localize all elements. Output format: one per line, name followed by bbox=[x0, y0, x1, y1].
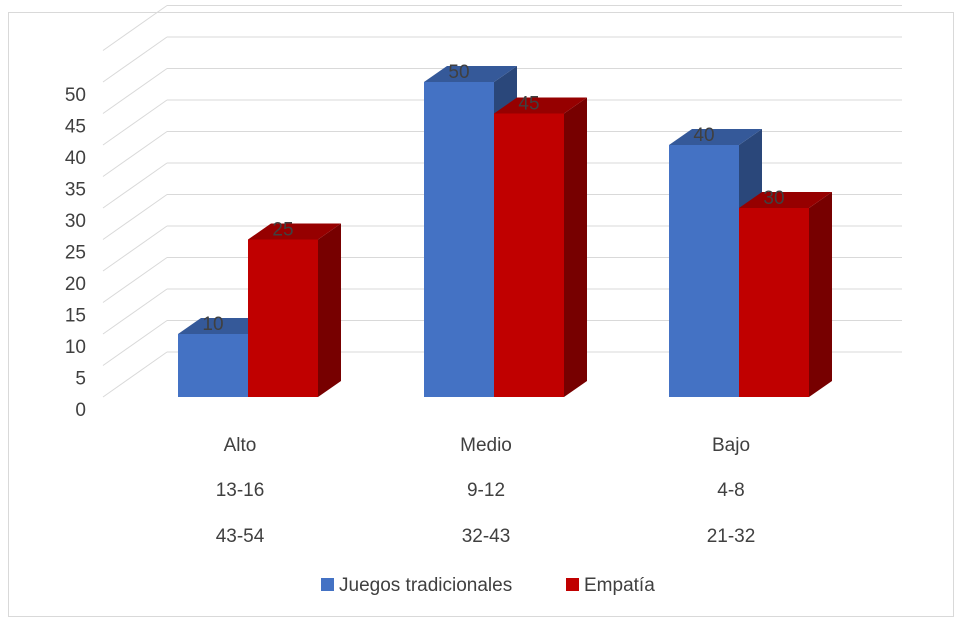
y-tick-label: 15 bbox=[65, 306, 86, 327]
category-sublabel: 4-8 bbox=[717, 480, 744, 501]
y-tick-label: 20 bbox=[65, 274, 86, 295]
y-tick-label: 35 bbox=[65, 180, 86, 201]
gridline-diagonal bbox=[102, 99, 168, 146]
data-label: 25 bbox=[272, 220, 293, 241]
bar-top bbox=[494, 97, 587, 114]
y-tick-label: 30 bbox=[65, 211, 86, 232]
gridline-diagonal bbox=[102, 68, 168, 114]
bar-top bbox=[178, 318, 271, 334]
category-label: Medio bbox=[460, 435, 512, 456]
y-tick-label: 25 bbox=[65, 243, 86, 264]
category-sublabel: 21-32 bbox=[707, 526, 756, 547]
gridline-diagonal bbox=[102, 162, 168, 209]
bar bbox=[669, 145, 739, 397]
y-tick-label: 10 bbox=[65, 337, 86, 358]
category-label: Bajo bbox=[712, 435, 750, 456]
bar-top bbox=[424, 66, 517, 82]
y-tick-label: 40 bbox=[65, 148, 86, 169]
legend-swatch bbox=[321, 578, 334, 591]
legend-label: Empatía bbox=[584, 575, 655, 596]
bar-side bbox=[318, 223, 341, 397]
gridline-diagonal bbox=[102, 257, 168, 303]
gridline-diagonal bbox=[102, 351, 168, 398]
gridline-diagonal bbox=[102, 320, 168, 366]
category-sublabel: 13-16 bbox=[216, 480, 265, 501]
y-tick-label: 50 bbox=[65, 85, 86, 106]
bar bbox=[494, 113, 564, 397]
bar bbox=[178, 334, 248, 397]
gridline-diagonal bbox=[102, 288, 168, 335]
gridline-diagonal bbox=[102, 5, 168, 51]
gridline-diagonal bbox=[102, 36, 168, 83]
data-label: 10 bbox=[202, 314, 223, 335]
data-label: 40 bbox=[693, 125, 714, 146]
bar-side bbox=[564, 97, 587, 397]
y-tick-label: 0 bbox=[75, 400, 86, 421]
gridline-diagonal bbox=[102, 194, 168, 240]
data-label: 45 bbox=[518, 94, 539, 115]
chart-frame bbox=[8, 12, 954, 617]
category-sublabel: 32-43 bbox=[462, 526, 511, 547]
category-label: Alto bbox=[224, 435, 257, 456]
legend-label: Juegos tradicionales bbox=[339, 575, 512, 596]
bar bbox=[248, 239, 318, 397]
y-tick-label: 45 bbox=[65, 117, 86, 138]
bar bbox=[424, 82, 494, 397]
gridline-diagonal bbox=[102, 225, 168, 272]
legend-swatch bbox=[566, 578, 579, 591]
category-sublabel: 9-12 bbox=[467, 480, 505, 501]
bar bbox=[739, 208, 809, 397]
y-tick-label: 5 bbox=[75, 369, 86, 390]
data-label: 30 bbox=[763, 188, 784, 209]
bar-top bbox=[669, 129, 762, 145]
category-sublabel: 43-54 bbox=[216, 526, 265, 547]
data-label: 50 bbox=[448, 62, 469, 83]
bar-side bbox=[809, 192, 832, 397]
gridline-diagonal bbox=[102, 131, 168, 177]
bar-top bbox=[739, 192, 832, 208]
bar-top bbox=[248, 223, 341, 240]
